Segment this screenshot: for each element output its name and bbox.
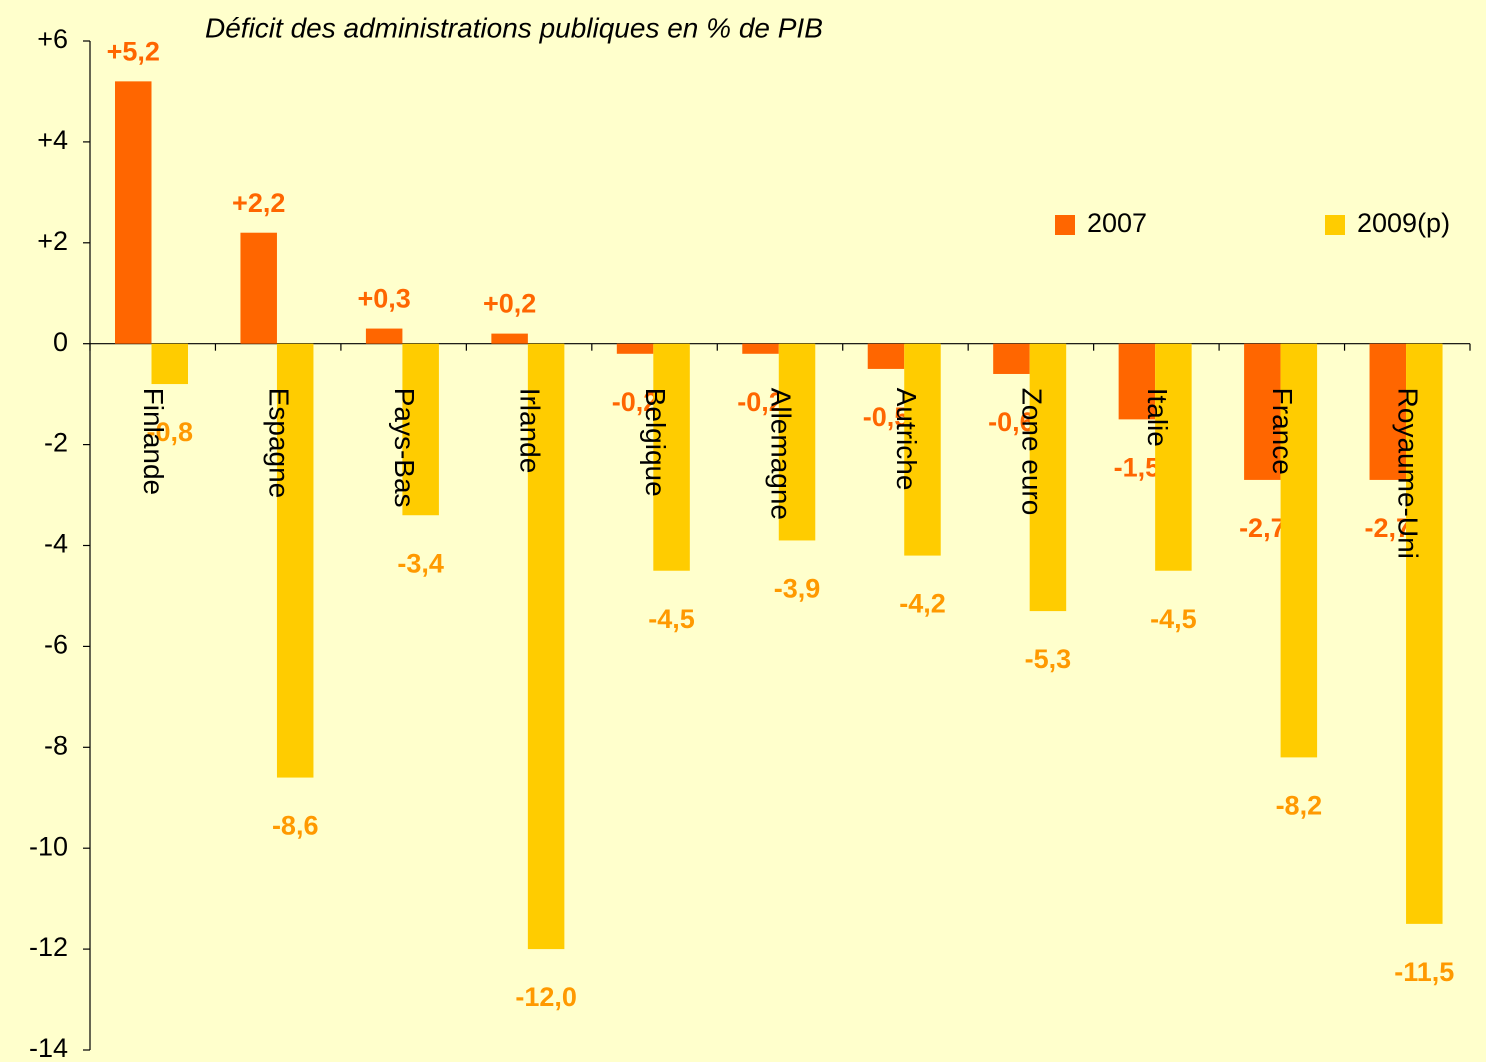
bar bbox=[151, 343, 188, 385]
data-label: -0,5 bbox=[863, 402, 910, 432]
bar bbox=[653, 343, 690, 571]
bar bbox=[240, 232, 277, 344]
y-tick-label: +6 bbox=[37, 24, 68, 54]
bar bbox=[1155, 343, 1192, 571]
data-label: +2,2 bbox=[232, 188, 285, 218]
x-tick-label: Autriche bbox=[891, 388, 922, 491]
data-label: +0,3 bbox=[358, 284, 411, 314]
data-label: -4,5 bbox=[648, 604, 695, 634]
data-label: -8,2 bbox=[1276, 791, 1323, 821]
y-tick-label: +2 bbox=[37, 226, 68, 256]
data-label: -12,0 bbox=[515, 982, 577, 1012]
y-tick-label: +4 bbox=[37, 125, 68, 155]
bar bbox=[742, 343, 779, 354]
y-tick-label: -8 bbox=[44, 730, 68, 760]
chart-title: Déficit des administrations publiques en… bbox=[205, 12, 823, 43]
x-tick-label: Italie bbox=[1142, 388, 1173, 447]
y-tick-label: -12 bbox=[29, 932, 68, 962]
data-label: +0,2 bbox=[483, 289, 536, 319]
y-tick-label: 0 bbox=[53, 327, 68, 357]
bar bbox=[402, 343, 439, 516]
legend-label: 2009(p) bbox=[1357, 208, 1450, 238]
y-tick-label: -10 bbox=[29, 831, 68, 861]
y-tick-label: -6 bbox=[44, 630, 68, 660]
bar bbox=[1406, 343, 1443, 924]
data-label: -0,2 bbox=[612, 387, 659, 417]
data-label: -0,8 bbox=[146, 417, 193, 447]
data-label: -11,5 bbox=[1394, 957, 1454, 987]
data-label: +5,2 bbox=[107, 36, 160, 66]
bar bbox=[1244, 343, 1281, 480]
bar bbox=[904, 343, 941, 556]
data-label: -4,5 bbox=[1150, 604, 1197, 634]
y-tick-label: -4 bbox=[44, 529, 68, 559]
data-label: -2,7 bbox=[1239, 513, 1286, 543]
y-tick-label: -14 bbox=[29, 1033, 68, 1062]
bar bbox=[491, 333, 528, 344]
data-label: -3,4 bbox=[397, 548, 444, 578]
data-label: -8,6 bbox=[272, 811, 319, 841]
legend-label: 2007 bbox=[1087, 208, 1147, 238]
bar bbox=[1029, 343, 1067, 612]
data-label: -1,5 bbox=[1114, 453, 1161, 483]
x-tick-label: Royaume-Uni bbox=[1393, 388, 1424, 559]
x-tick-label: Espagne bbox=[264, 388, 295, 499]
x-tick-label: Allemagne bbox=[765, 388, 796, 520]
legend-swatch bbox=[1055, 215, 1075, 235]
bar bbox=[1118, 343, 1156, 420]
x-tick-label: Belgique bbox=[640, 388, 671, 497]
data-label: -3,9 bbox=[774, 574, 821, 604]
bar bbox=[616, 343, 654, 354]
bar bbox=[993, 343, 1030, 374]
bar bbox=[527, 343, 565, 950]
x-tick-label: France bbox=[1267, 388, 1298, 475]
data-label: -4,2 bbox=[899, 589, 946, 619]
bar bbox=[276, 343, 314, 778]
bar bbox=[867, 343, 905, 369]
bar bbox=[1280, 343, 1318, 758]
data-label: -2,7 bbox=[1365, 513, 1412, 543]
bar bbox=[115, 81, 152, 344]
data-label: -0,6 bbox=[988, 407, 1035, 437]
data-label: -0,2 bbox=[737, 387, 784, 417]
x-tick-label: Finlande bbox=[138, 388, 169, 495]
x-tick-label: Pays-Bas bbox=[389, 388, 420, 508]
y-tick-label: -2 bbox=[44, 428, 68, 458]
bar bbox=[778, 343, 816, 541]
data-label: -5,3 bbox=[1025, 644, 1072, 674]
bar bbox=[1369, 343, 1407, 480]
x-tick-label: Irlande bbox=[514, 388, 545, 474]
bar bbox=[365, 328, 403, 344]
legend-swatch bbox=[1325, 215, 1345, 235]
x-tick-label: Zone euro bbox=[1016, 388, 1047, 516]
